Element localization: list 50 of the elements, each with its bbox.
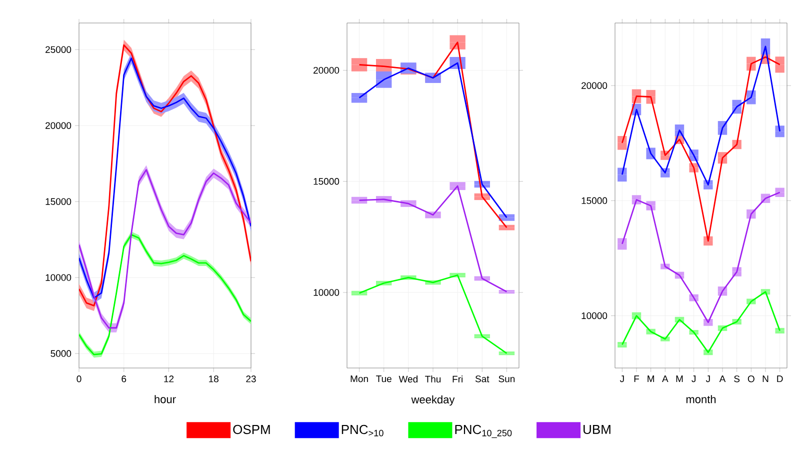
x-tick-label: 12	[164, 376, 174, 382]
x-axis-title: month	[686, 395, 716, 404]
line-series	[621, 192, 781, 324]
y-tick-label: 15000	[314, 178, 340, 185]
x-tick-label: Wed	[398, 376, 418, 382]
x-tick-label: F	[634, 376, 640, 382]
line-series	[621, 291, 781, 354]
x-tick-label: M	[676, 376, 683, 382]
y-tick-label: 25000	[46, 46, 72, 53]
x-tick-label: D	[777, 376, 783, 382]
x-tick-label: Tue	[376, 376, 392, 382]
x-tick-label: A	[662, 376, 668, 382]
x-axis-title: hour	[154, 395, 176, 404]
line-series	[621, 56, 781, 242]
legend-label: OSPM	[233, 424, 270, 434]
x-tick-label: Mon	[350, 376, 368, 382]
legend-label: UBM	[584, 424, 610, 434]
legend-label: PNC$_{10_250}$	[455, 424, 512, 438]
y-tick-label: 15000	[46, 198, 72, 205]
x-tick-label: J	[620, 376, 624, 382]
y-tick-label: 10000	[46, 274, 72, 281]
legend-label: PNC$_{>10}$	[342, 424, 384, 436]
y-tick-label: 20000	[46, 122, 72, 129]
y-tick-label: 15000	[582, 197, 608, 204]
x-tick-label: N	[762, 376, 768, 382]
x-tick-label: 0	[76, 376, 82, 382]
y-tick-label: 10000	[314, 289, 340, 296]
y-tick-label: 5000	[50, 350, 72, 357]
x-tick-label: Fri	[452, 376, 462, 382]
line-series	[358, 185, 508, 292]
x-tick-label: Sun	[498, 376, 515, 382]
x-tick-label: Thu	[425, 376, 441, 382]
x-tick-label: M	[648, 376, 654, 382]
y-tick-label: 10000	[582, 312, 608, 320]
line-series	[621, 46, 781, 186]
x-tick-label: 18	[209, 376, 218, 382]
line-series	[358, 62, 508, 218]
x-tick-label: 6	[122, 376, 126, 382]
x-tick-label: O	[748, 376, 754, 382]
y-tick-label: 20000	[582, 82, 608, 89]
y-tick-label: 20000	[314, 66, 340, 74]
x-tick-label: J	[706, 376, 710, 382]
line-series	[358, 42, 508, 228]
line-series	[358, 274, 508, 354]
x-tick-label: J	[692, 376, 696, 382]
x-tick-label: 23	[246, 376, 256, 382]
x-tick-label: A	[719, 376, 726, 382]
x-tick-label: Sat	[475, 376, 490, 382]
x-axis-title: weekday	[411, 395, 455, 406]
x-tick-label: S	[734, 376, 740, 382]
